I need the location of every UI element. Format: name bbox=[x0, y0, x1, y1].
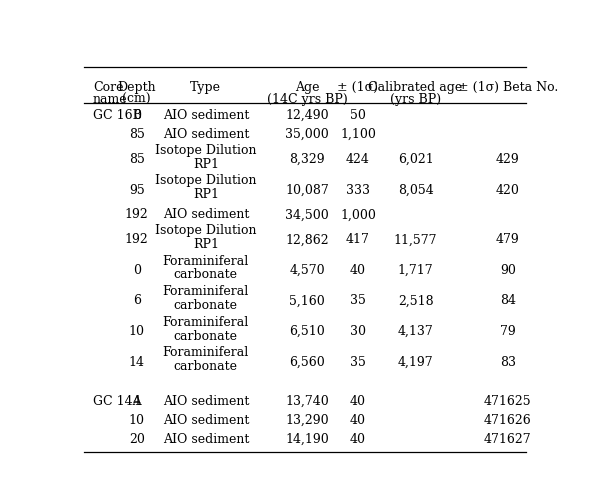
Text: (cm): (cm) bbox=[123, 93, 151, 106]
Text: 30: 30 bbox=[350, 325, 366, 338]
Text: 420: 420 bbox=[496, 184, 520, 196]
Text: 14: 14 bbox=[129, 356, 145, 369]
Text: 35: 35 bbox=[350, 356, 366, 369]
Text: 34,500: 34,500 bbox=[286, 208, 329, 221]
Text: AIO sediment: AIO sediment bbox=[162, 433, 249, 446]
Text: 13,740: 13,740 bbox=[286, 395, 329, 408]
Text: 50: 50 bbox=[350, 109, 366, 122]
Text: ± (1σ): ± (1σ) bbox=[337, 80, 378, 94]
Text: 471627: 471627 bbox=[484, 433, 532, 446]
Text: 2,518: 2,518 bbox=[398, 295, 433, 308]
Text: 6,560: 6,560 bbox=[289, 356, 325, 369]
Text: Isotope Dilution: Isotope Dilution bbox=[155, 224, 256, 237]
Text: 5,160: 5,160 bbox=[289, 295, 325, 308]
Text: 83: 83 bbox=[500, 356, 516, 369]
Text: 1,717: 1,717 bbox=[398, 264, 433, 277]
Text: Calibrated age: Calibrated age bbox=[368, 80, 463, 94]
Text: Type: Type bbox=[190, 80, 221, 94]
Text: 14,190: 14,190 bbox=[286, 433, 329, 446]
Text: 40: 40 bbox=[350, 395, 366, 408]
Text: 417: 417 bbox=[346, 233, 370, 247]
Text: 95: 95 bbox=[129, 184, 145, 196]
Text: Foraminiferal: Foraminiferal bbox=[162, 346, 249, 359]
Text: 8,054: 8,054 bbox=[397, 184, 434, 196]
Text: 85: 85 bbox=[129, 153, 145, 166]
Text: AIO sediment: AIO sediment bbox=[162, 208, 249, 221]
Text: name: name bbox=[93, 93, 127, 106]
Text: 10: 10 bbox=[129, 414, 145, 427]
Text: carbonate: carbonate bbox=[174, 360, 238, 373]
Text: GC 16B: GC 16B bbox=[93, 109, 142, 122]
Text: 192: 192 bbox=[125, 208, 149, 221]
Text: AIO sediment: AIO sediment bbox=[162, 109, 249, 122]
Text: Core: Core bbox=[93, 80, 123, 94]
Text: 79: 79 bbox=[500, 325, 516, 338]
Text: 84: 84 bbox=[500, 295, 516, 308]
Text: carbonate: carbonate bbox=[174, 299, 238, 312]
Text: 4,570: 4,570 bbox=[289, 264, 325, 277]
Text: 471625: 471625 bbox=[484, 395, 532, 408]
Text: carbonate: carbonate bbox=[174, 329, 238, 343]
Text: RP1: RP1 bbox=[193, 188, 219, 201]
Text: 40: 40 bbox=[350, 414, 366, 427]
Text: 85: 85 bbox=[129, 128, 145, 141]
Text: 90: 90 bbox=[500, 264, 516, 277]
Text: Foraminiferal: Foraminiferal bbox=[162, 254, 249, 268]
Text: 1,100: 1,100 bbox=[340, 128, 376, 141]
Text: (14C yrs BP): (14C yrs BP) bbox=[267, 93, 347, 106]
Text: 10,087: 10,087 bbox=[286, 184, 329, 196]
Text: 6: 6 bbox=[133, 295, 140, 308]
Text: 35: 35 bbox=[350, 295, 366, 308]
Text: Foraminiferal: Foraminiferal bbox=[162, 316, 249, 329]
Text: 11,577: 11,577 bbox=[394, 233, 437, 247]
Text: 10: 10 bbox=[129, 325, 145, 338]
Text: 12,862: 12,862 bbox=[286, 233, 329, 247]
Text: 424: 424 bbox=[346, 153, 370, 166]
Text: Isotope Dilution: Isotope Dilution bbox=[155, 175, 256, 187]
Text: 0: 0 bbox=[133, 264, 140, 277]
Text: 6,021: 6,021 bbox=[397, 153, 434, 166]
Text: AIO sediment: AIO sediment bbox=[162, 395, 249, 408]
Text: 6,510: 6,510 bbox=[289, 325, 325, 338]
Text: Isotope Dilution: Isotope Dilution bbox=[155, 144, 256, 157]
Text: RP1: RP1 bbox=[193, 158, 219, 171]
Text: carbonate: carbonate bbox=[174, 268, 238, 281]
Text: 333: 333 bbox=[346, 184, 370, 196]
Text: 12,490: 12,490 bbox=[286, 109, 329, 122]
Text: Age: Age bbox=[295, 80, 320, 94]
Text: 471626: 471626 bbox=[484, 414, 532, 427]
Text: 35,000: 35,000 bbox=[286, 128, 329, 141]
Text: Depth: Depth bbox=[117, 80, 156, 94]
Text: AIO sediment: AIO sediment bbox=[162, 128, 249, 141]
Text: 40: 40 bbox=[350, 264, 366, 277]
Text: 192: 192 bbox=[125, 233, 149, 247]
Text: AIO sediment: AIO sediment bbox=[162, 414, 249, 427]
Text: 20: 20 bbox=[129, 433, 145, 446]
Text: 1,000: 1,000 bbox=[340, 208, 376, 221]
Text: 13,290: 13,290 bbox=[286, 414, 329, 427]
Text: 4,137: 4,137 bbox=[397, 325, 434, 338]
Text: 479: 479 bbox=[496, 233, 519, 247]
Text: GC 14A: GC 14A bbox=[93, 395, 142, 408]
Text: 4,197: 4,197 bbox=[398, 356, 433, 369]
Text: 40: 40 bbox=[350, 433, 366, 446]
Text: RP1: RP1 bbox=[193, 238, 219, 251]
Text: (yrs BP): (yrs BP) bbox=[390, 93, 441, 106]
Text: 4: 4 bbox=[133, 395, 140, 408]
Text: 429: 429 bbox=[496, 153, 519, 166]
Text: Foraminiferal: Foraminiferal bbox=[162, 285, 249, 298]
Text: 8,329: 8,329 bbox=[289, 153, 325, 166]
Text: ± (1σ) Beta No.: ± (1σ) Beta No. bbox=[458, 80, 558, 94]
Text: 0: 0 bbox=[133, 109, 140, 122]
